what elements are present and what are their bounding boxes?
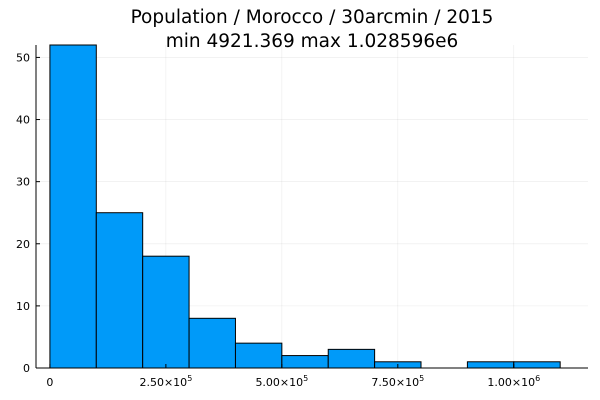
histogram-bar-1 <box>95 212 144 369</box>
histogram-bar-4 <box>234 342 283 369</box>
histogram-bar-3 <box>188 317 236 369</box>
histogram-bar-6 <box>327 348 376 369</box>
histogram-bar-0 <box>49 44 97 369</box>
histogram-bar-9 <box>466 361 515 369</box>
y-tick-label: 10 <box>16 300 30 313</box>
histogram-bar-5 <box>281 355 329 369</box>
histogram-bars <box>49 44 561 369</box>
x-tick-label: 7.50×105 <box>371 374 424 389</box>
axes <box>35 45 588 369</box>
y-tick-label: 40 <box>16 114 30 127</box>
y-tick-label: 30 <box>16 176 30 189</box>
x-tick-label: 1.00×106 <box>487 374 540 389</box>
chart-title: Population / Morocco / 30arcmin / 2015 <box>131 7 494 28</box>
histogram-bar-2 <box>142 255 190 369</box>
tick-labels: 0 10 20 30 40 50 0 2.50×105 5.00×105 7.50×105 1.00… <box>16 51 540 389</box>
x-tick-label: 0 <box>46 376 53 389</box>
y-tick-label: 50 <box>16 51 30 64</box>
x-tick-label: 2.50×105 <box>139 374 192 389</box>
histogram-bar-10 <box>513 361 561 369</box>
chart-subtitle: min 4921.369 max 1.028596e6 <box>166 31 459 52</box>
x-tick-label: 5.00×105 <box>255 374 308 389</box>
y-tick-label: 20 <box>16 238 30 251</box>
y-tick-label: 0 <box>23 362 30 375</box>
